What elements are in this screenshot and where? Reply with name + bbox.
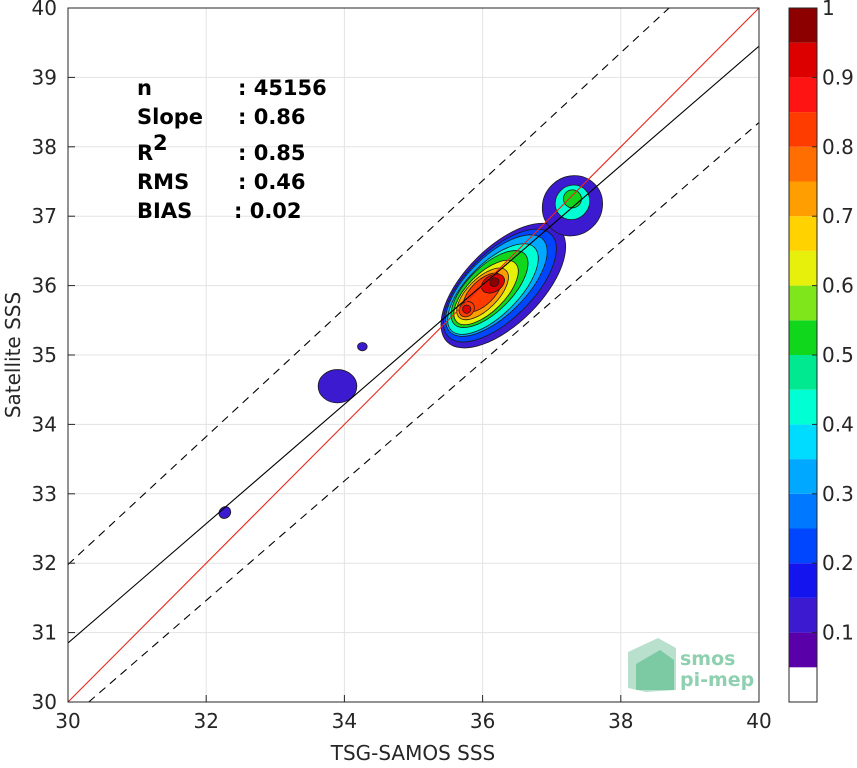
stat-n-value: : 45156 xyxy=(238,76,327,100)
colorbar-tick-label: 0.5 xyxy=(822,343,854,367)
lower-bound-line xyxy=(88,122,759,702)
colorbar-segment xyxy=(789,528,817,564)
colorbar-tick-label: 1 xyxy=(822,0,835,20)
colorbar-tick-label: 0.7 xyxy=(822,204,854,228)
colorbar-ticks: 0.1 0.2 0.3 0.4 0.5 0.6 0.7 0.8 0.9 1 xyxy=(812,0,854,645)
colorbar-tick-label: 0.2 xyxy=(822,551,854,575)
y-tick-label: 37 xyxy=(32,204,57,228)
colorbar xyxy=(789,8,817,702)
stat-r2-label: R xyxy=(137,141,153,165)
density-contour-0.1 xyxy=(357,342,368,352)
density-contours xyxy=(218,175,603,519)
colorbar-tick-label: 0.8 xyxy=(822,135,854,159)
x-tick-label: 40 xyxy=(746,709,771,733)
x-axis-label: TSG-SAMOS SSS xyxy=(330,741,496,764)
y-tick-label: 31 xyxy=(32,621,57,645)
stat-slope-value: : 0.86 xyxy=(238,105,306,129)
colorbar-segment xyxy=(789,77,817,113)
stat-bias-value: : 0.02 xyxy=(234,199,302,223)
colorbar-segment xyxy=(789,320,817,355)
x-tick-label: 36 xyxy=(470,709,495,733)
colorbar-tick-label: 0.4 xyxy=(822,412,854,436)
colorbar-segment xyxy=(789,355,817,390)
regression-line xyxy=(68,45,759,644)
stat-n-label: n xyxy=(137,76,152,100)
grid-lines xyxy=(67,7,760,703)
y-tick-label: 30 xyxy=(32,690,57,714)
density-contour-0.1 xyxy=(317,369,358,404)
colorbar-segment xyxy=(789,112,817,147)
logo-line1: smos xyxy=(680,648,735,670)
stat-rms-value: : 0.46 xyxy=(238,170,306,194)
colorbar-tick-label: 0.1 xyxy=(822,621,854,645)
y-tick-label: 38 xyxy=(32,135,57,159)
x-tick-label: 30 xyxy=(55,709,80,733)
colorbar-segment xyxy=(789,250,817,286)
x-tick-label: 38 xyxy=(608,709,633,733)
y-tick-label: 33 xyxy=(32,482,57,506)
y-tick-label: 36 xyxy=(32,274,57,298)
y-tick-label: 40 xyxy=(32,0,57,20)
colorbar-segment xyxy=(789,424,817,460)
colorbar-segment xyxy=(789,181,817,217)
colorbar-segment xyxy=(789,42,817,78)
y-axis-label: Satellite SSS xyxy=(1,292,25,418)
y-tick-label: 39 xyxy=(32,65,57,89)
colorbar-tick-label: 0.3 xyxy=(822,482,854,506)
y-tick-label: 34 xyxy=(32,412,57,436)
colorbar-segment xyxy=(789,563,817,598)
x-tick-label: 34 xyxy=(332,709,357,733)
colorbar-segment xyxy=(789,216,817,251)
stat-rms-label: RMS xyxy=(137,170,189,194)
stat-r2-value: : 0.85 xyxy=(238,141,306,165)
colorbar-segment xyxy=(789,632,817,668)
colorbar-tick-label: 0.9 xyxy=(822,65,854,89)
smos-pi-mep-logo: smos pi-mep xyxy=(628,638,754,692)
reference-lines xyxy=(68,8,759,702)
logo-line2: pi-mep xyxy=(680,669,754,691)
colorbar-segment xyxy=(789,8,817,43)
stats-box: n : 45156 Slope : 0.86 R 2 : 0.85 RMS : … xyxy=(137,76,327,223)
stat-r2-superscript: 2 xyxy=(153,131,168,155)
colorbar-segment xyxy=(789,146,817,182)
logo-waves-inner-icon xyxy=(636,650,674,690)
colorbar-segment xyxy=(789,493,817,529)
density-contour-0.9 xyxy=(462,304,472,314)
density-contour-1 xyxy=(489,277,500,287)
colorbar-segment xyxy=(789,597,817,633)
stat-slope-label: Slope xyxy=(137,105,203,129)
colorbar-segment xyxy=(789,389,817,425)
y-tick-label: 35 xyxy=(32,343,57,367)
colorbar-segment xyxy=(789,459,817,494)
y-axis-ticks: 30 31 32 33 34 35 36 37 38 39 40 xyxy=(32,0,75,714)
upper-bound-line xyxy=(68,8,670,565)
identity-line xyxy=(68,8,759,702)
colorbar-segment-empty xyxy=(789,667,817,702)
x-axis-ticks: 30 32 34 36 38 40 xyxy=(55,695,772,733)
stat-bias-label: BIAS xyxy=(137,199,192,223)
colorbar-segment xyxy=(789,285,817,321)
colorbar-tick-label: 0.6 xyxy=(822,274,854,298)
x-tick-label: 32 xyxy=(193,709,218,733)
y-tick-label: 32 xyxy=(32,551,57,575)
